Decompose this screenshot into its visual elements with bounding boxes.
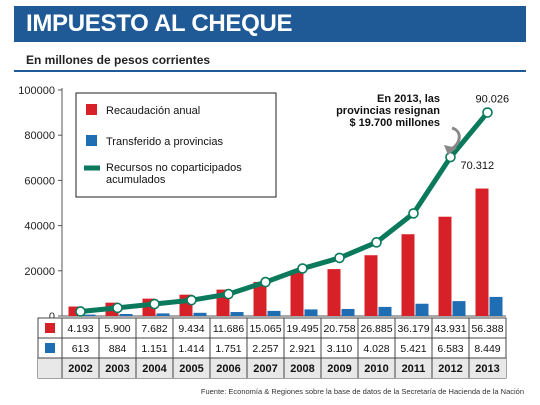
legend-label-recursos: acumulados xyxy=(106,174,166,186)
point-recursos xyxy=(223,288,234,300)
table-cell-transferido: 6.583 xyxy=(437,343,463,355)
point-recursos xyxy=(334,252,345,264)
y-tick-label: 80000 xyxy=(24,130,55,142)
x-tick-label: 2012 xyxy=(438,363,462,375)
chart-subtitle: En millones de pesos corrientes xyxy=(26,53,211,67)
annotation-text: provincias resignan xyxy=(336,105,440,117)
point-recursos xyxy=(408,208,419,219)
annotation-arrowhead xyxy=(444,145,457,155)
x-tick-label: 2003 xyxy=(105,363,129,375)
bar-recaudacion xyxy=(438,216,452,316)
bar-recaudacion xyxy=(475,188,489,316)
title-banner: IMPUESTO AL CHEQUE xyxy=(14,6,526,42)
table-cell-transferido: 1.751 xyxy=(215,343,241,355)
x-tick-label: 2013 xyxy=(475,363,499,375)
y-tick-label: 20000 xyxy=(24,266,55,278)
table-cell-recaudacion: 15.065 xyxy=(249,323,281,335)
bar-recaudacion xyxy=(364,255,378,316)
table-swatch-transferido xyxy=(45,343,55,353)
table-cell-recaudacion: 26.885 xyxy=(360,323,392,335)
table-cell-recaudacion: 11.686 xyxy=(213,323,244,335)
table-cell-recaudacion: 5.900 xyxy=(104,323,130,335)
bar-transferido xyxy=(452,301,466,316)
legend-label-transferido: Transferido a provincias xyxy=(106,136,223,148)
bar-transferido xyxy=(489,296,503,316)
x-tick-label: 2010 xyxy=(364,363,388,375)
point-recursos xyxy=(149,298,160,310)
source-note: Fuente: Economía & Regiones sobre la bas… xyxy=(201,387,524,396)
table-cell-transferido: 3.110 xyxy=(327,343,353,355)
table-cell-transferido: 613 xyxy=(72,343,90,355)
table-cell-transferido: 1.414 xyxy=(178,343,204,355)
bar-transferido xyxy=(267,310,281,316)
legend-label-recursos: Recursos no coparticipados xyxy=(106,162,242,174)
table-cell-transferido: 5.421 xyxy=(400,343,426,355)
bar-transferido xyxy=(156,313,170,316)
table-cell-recaudacion: 9.434 xyxy=(178,323,204,335)
bar-transferido xyxy=(415,303,429,316)
x-tick-label: 2004 xyxy=(142,363,167,375)
annotation-text: $ 19.700 millones xyxy=(350,117,441,129)
point-label: 70.312 xyxy=(461,160,495,172)
y-tick-label: 0 xyxy=(49,311,55,323)
chart-title: IMPUESTO AL CHEQUE xyxy=(26,10,293,37)
bar-transferido xyxy=(230,312,244,316)
point-label: 90.026 xyxy=(476,94,510,106)
x-tick-label: 2009 xyxy=(327,363,351,375)
bar-transferido xyxy=(119,314,133,316)
subtitle-divider xyxy=(14,70,526,72)
line-recursos xyxy=(78,110,490,314)
table-cell-recaudacion: 4.193 xyxy=(67,323,93,335)
table-swatch-recaudacion xyxy=(45,323,55,333)
y-tick-label: 60000 xyxy=(24,175,55,187)
point-recursos xyxy=(186,294,197,306)
legend-swatch-recaudacion xyxy=(86,104,97,115)
point-recursos xyxy=(75,306,86,317)
bar-transferido xyxy=(304,309,318,316)
bar-transferido xyxy=(193,312,207,316)
table-cell-transferido: 1.151 xyxy=(141,343,167,355)
point-recursos xyxy=(482,107,493,118)
bar-recaudacion xyxy=(290,271,304,316)
annotation-text: En 2013, las xyxy=(377,93,440,105)
bar-recaudacion xyxy=(327,269,341,316)
point-recursos xyxy=(371,237,382,248)
table-cell-recaudacion: 7.682 xyxy=(141,323,167,335)
x-tick-label: 2007 xyxy=(253,363,277,375)
point-recursos xyxy=(445,151,456,163)
bar-recaudacion xyxy=(68,306,82,316)
table-cell-recaudacion: 36.179 xyxy=(397,323,429,335)
table-cell-transferido: 2.921 xyxy=(289,343,315,355)
y-tick-label: 100000 xyxy=(18,85,55,97)
year-row-background xyxy=(38,358,506,378)
table-cell-transferido: 8.449 xyxy=(474,343,500,355)
legend-label-recaudacion: Recaudación anual xyxy=(106,105,200,117)
table-cell-recaudacion: 56.388 xyxy=(471,323,503,335)
table-cell-recaudacion: 20.758 xyxy=(323,323,355,335)
bar-recaudacion xyxy=(401,234,415,316)
table-cell-recaudacion: 19.495 xyxy=(286,323,318,335)
bar-transferido xyxy=(82,314,96,316)
legend-box xyxy=(75,92,277,198)
y-tick-label: 40000 xyxy=(24,221,55,233)
bar-transferido xyxy=(341,308,355,316)
table-cell-recaudacion: 43.931 xyxy=(434,323,466,335)
x-tick-label: 2011 xyxy=(402,363,426,375)
point-recursos xyxy=(297,263,308,274)
bar-transferido xyxy=(378,306,392,316)
x-tick-label: 2002 xyxy=(68,363,92,375)
x-tick-label: 2008 xyxy=(290,363,314,375)
table-cell-transferido: 4.028 xyxy=(363,343,389,355)
x-tick-label: 2006 xyxy=(216,363,240,375)
point-recursos xyxy=(260,276,271,288)
point-recursos xyxy=(112,302,123,314)
legend-swatch-transferido xyxy=(86,135,97,146)
x-tick-label: 2005 xyxy=(179,363,203,375)
table-cell-transferido: 2.257 xyxy=(252,343,278,355)
bar-recaudacion xyxy=(253,281,267,316)
table-cell-transferido: 884 xyxy=(109,343,127,355)
